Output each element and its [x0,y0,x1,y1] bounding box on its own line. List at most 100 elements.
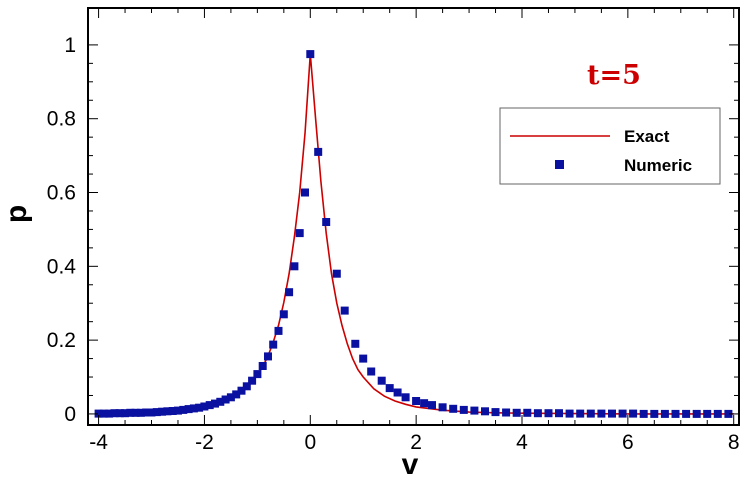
numeric-point [385,384,394,393]
numeric-point [544,409,553,418]
x-tick-label: 8 [728,431,740,454]
numeric-point [126,408,135,417]
numeric-point [211,399,219,408]
numeric-point [115,409,124,418]
numeric-point [99,409,108,418]
numeric-point [401,393,410,402]
numeric-point [377,376,386,385]
numeric-point [195,403,204,412]
legend-exact-label: Exact [624,127,670,146]
numeric-point [650,409,659,418]
numeric-point [322,218,331,226]
numeric-point [555,409,563,418]
numeric-point [576,409,585,418]
numeric-point [428,401,436,410]
numeric-point [264,352,272,361]
numeric-point [481,407,489,416]
numeric-point [393,388,402,397]
y-tick-label: 0.8 [47,108,76,131]
numeric-point [660,409,669,418]
numeric-point [290,262,299,271]
numeric-point [221,395,230,404]
x-tick-label: 4 [516,431,528,454]
numeric-point [279,310,288,319]
numeric-point [184,405,193,414]
numeric-point [491,408,500,417]
numeric-point [242,382,251,391]
numeric-point [253,370,262,379]
numeric-point [179,405,188,414]
numeric-point [269,340,278,349]
numeric-point [248,376,257,385]
numeric-point [351,339,360,348]
numeric-point [367,367,376,376]
numeric-point [713,409,722,418]
numeric-point [142,408,151,417]
x-tick-label: 6 [622,431,634,454]
numeric-point [94,409,103,418]
x-tick-label: 0 [304,431,316,454]
x-tick-label: 2 [410,431,422,454]
numeric-point [359,354,368,363]
y-axis-label: p [0,205,33,223]
numeric-point [121,409,129,418]
x-tick-label: -2 [195,431,214,454]
legend-numeric-label: Numeric [624,156,692,175]
numeric-point [512,408,521,417]
numeric-point [502,408,511,417]
numeric-point [258,362,267,370]
numeric-point [152,408,161,417]
numeric-point [163,407,172,416]
numeric-point [412,397,421,405]
x-axis: -4 -2 0 2 4 6 8 [89,8,740,454]
numeric-point [216,397,225,406]
numeric-point [420,399,429,408]
numeric-point [332,269,341,278]
numeric-point [301,188,309,197]
numeric-point [692,409,701,418]
numeric-point [533,409,542,418]
numeric-series [94,50,733,418]
numeric-point [189,404,198,413]
y-axis: 0 0.2 0.4 0.6 0.8 1 [47,34,739,426]
legend-box [499,107,721,185]
numeric-point [168,407,177,415]
numeric-point [237,386,246,395]
numeric-point [285,288,294,297]
numeric-point [147,408,156,417]
numeric-point [523,408,532,417]
numeric-point [200,402,209,411]
numeric-point [703,409,712,418]
numeric-point [340,306,349,315]
numeric-point [174,406,182,415]
legend-numeric-marker [555,160,564,169]
numeric-point [639,409,648,418]
plot-frame [87,7,740,426]
numeric-point [565,409,574,418]
numeric-point [438,403,447,412]
numeric-point [226,393,235,402]
numeric-point [597,409,606,418]
numeric-point [105,409,114,418]
numeric-point [608,409,616,418]
x-tick-label: -4 [89,431,108,454]
numeric-point [205,401,214,410]
numeric-point [682,409,691,418]
numeric-point [470,406,479,415]
y-tick-label: 0.6 [47,182,76,205]
numeric-point [131,408,140,417]
numeric-point [618,409,627,418]
legend: Exact Numeric [499,107,721,185]
numeric-point [586,409,595,418]
numeric-point [629,409,638,418]
numeric-point [136,408,145,417]
y-tick-label: 1 [64,34,76,57]
numeric-point [671,409,680,418]
numeric-point [459,405,468,414]
numeric-point [274,326,283,335]
numeric-point [314,147,323,156]
numeric-point [724,409,733,418]
numeric-point [306,50,315,59]
numeric-point [158,407,167,416]
